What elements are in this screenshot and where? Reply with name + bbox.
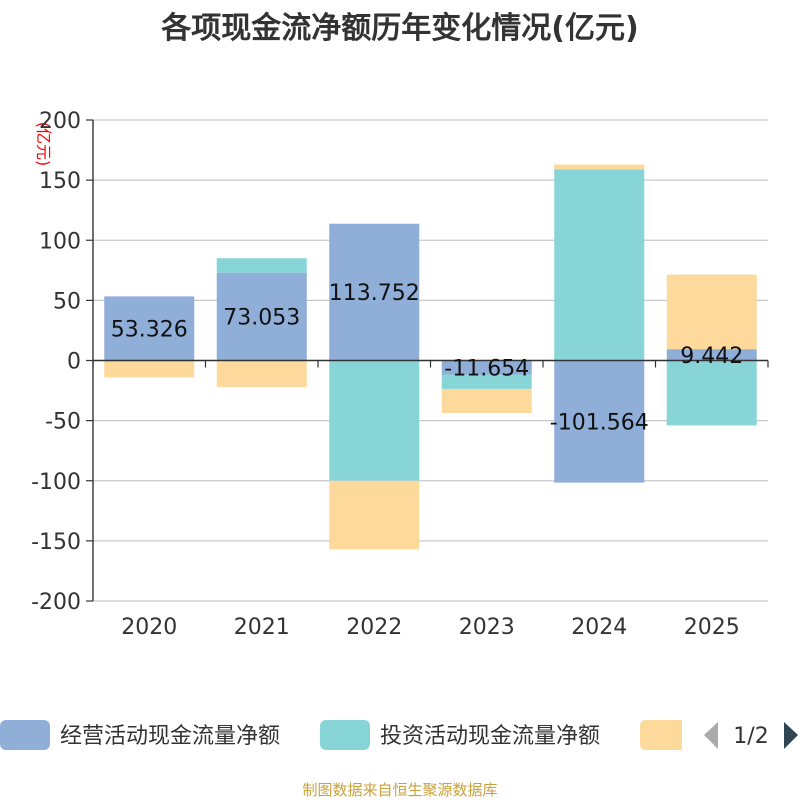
bar-segment[interactable] <box>441 388 532 413</box>
y-tick-label: -200 <box>31 590 81 615</box>
chart-title: 各项现金流净额历年变化情况(亿元) <box>160 11 638 46</box>
bar-segment[interactable] <box>329 480 420 550</box>
y-tick-label: -150 <box>31 530 81 555</box>
data-labels: 53.326 73.053 113.752 -11.654 -101.564 9.442 <box>111 281 743 435</box>
bar-segment[interactable] <box>216 360 307 387</box>
legend-swatch[interactable] <box>320 720 370 750</box>
bar-segment[interactable] <box>441 374 532 389</box>
bar-segment[interactable] <box>216 258 307 273</box>
y-tick-label: 200 <box>39 109 81 134</box>
y-tick-label: 100 <box>39 229 81 254</box>
bar-segment[interactable] <box>554 360 645 483</box>
x-tick-label: 2024 <box>571 615 627 640</box>
bar-segment[interactable] <box>329 360 420 481</box>
y-tick-label: -50 <box>45 410 81 435</box>
x-tick-label: 2025 <box>684 615 740 640</box>
axes: 200 150 100 50 0 -50 -100 -150 -200 2020 2021 2022 2… <box>31 109 769 640</box>
data-label: -11.654 <box>444 357 529 382</box>
y-tick-label: 50 <box>53 289 81 314</box>
legend-clip-mask <box>682 715 704 755</box>
bar-segment[interactable] <box>554 164 645 170</box>
y-axis-unit-label: (亿元) <box>34 122 53 167</box>
legend-prev-page-icon[interactable] <box>704 722 718 749</box>
data-label: 53.326 <box>111 317 188 342</box>
bars <box>104 164 757 550</box>
x-tick-label: 2021 <box>234 615 290 640</box>
legend-swatch[interactable] <box>0 720 50 750</box>
bar-segment[interactable] <box>666 274 757 350</box>
bar-segment[interactable] <box>104 361 195 378</box>
data-label: 9.442 <box>680 344 743 369</box>
x-tick-label: 2022 <box>346 615 402 640</box>
bar-segment[interactable] <box>441 360 532 375</box>
data-source-note: 制图数据来自恒生聚源数据库 <box>302 781 497 799</box>
data-label: 113.752 <box>329 281 420 306</box>
legend-swatch[interactable] <box>640 720 690 750</box>
bar-segment[interactable] <box>329 223 420 361</box>
bar-segment[interactable] <box>666 349 757 361</box>
x-tick-label: 2020 <box>121 615 177 640</box>
legend-next-page-icon[interactable] <box>784 722 798 749</box>
bar-segment[interactable] <box>216 272 307 361</box>
legend-page-indicator: 1/2 <box>733 724 768 749</box>
bar-segment[interactable] <box>104 296 195 361</box>
legend-label[interactable]: 投资活动现金流量净额 <box>380 724 600 749</box>
bar-segment[interactable] <box>666 360 757 426</box>
x-tick-label: 2023 <box>459 615 515 640</box>
legend-label[interactable]: 经营活动现金流量净额 <box>60 724 280 749</box>
legend: 经营活动现金流量净额 投资活动现金流量净额 1/2 <box>0 715 798 755</box>
data-label: -101.564 <box>550 411 649 436</box>
bar-segment[interactable] <box>554 169 645 361</box>
y-tick-label: 150 <box>39 169 81 194</box>
y-tick-label: -100 <box>31 470 81 495</box>
data-label: 73.053 <box>223 306 300 331</box>
y-tick-label: 0 <box>67 350 81 375</box>
